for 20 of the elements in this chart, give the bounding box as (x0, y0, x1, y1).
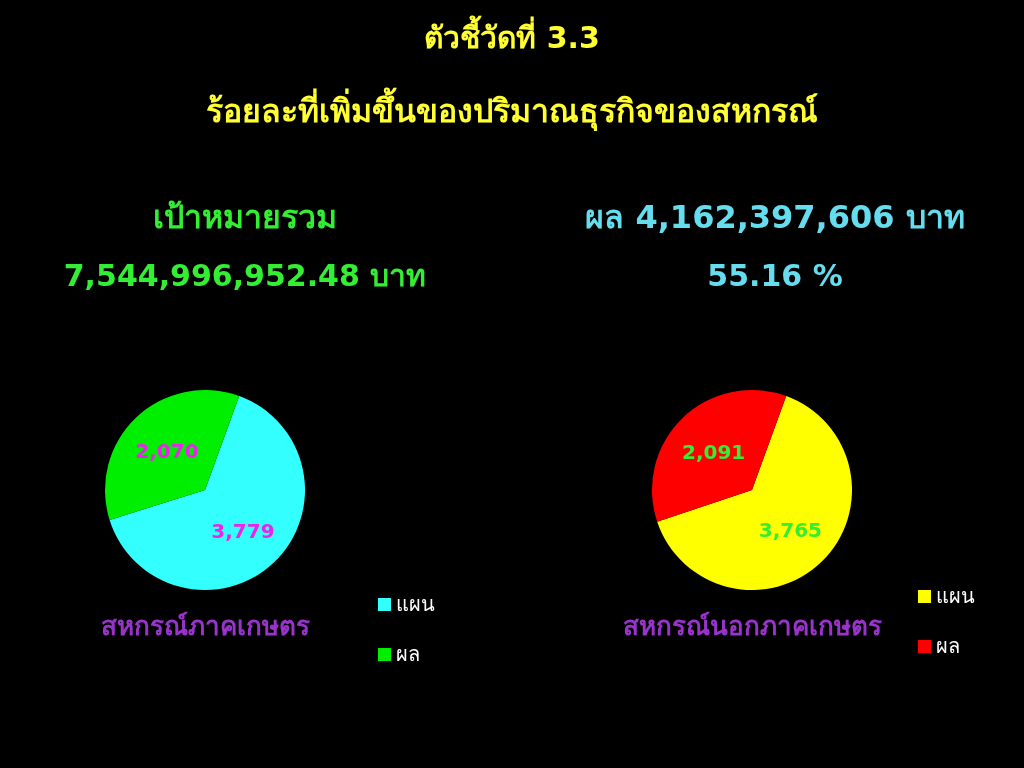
text: ผล 4,162,397,606 บาท (585, 198, 965, 236)
text: สหกรณ์นอกภาคเกษตร (622, 611, 882, 641)
legend-label: ผล (396, 642, 420, 666)
pie-slice (105, 390, 240, 520)
legend-label: แผน (936, 584, 975, 608)
text: ตัวชี้วัดที่ 3.3 (424, 15, 600, 55)
text: สหกรณ์ภาคเกษตร (100, 611, 310, 641)
data-label: 3,765 (758, 518, 823, 543)
data-label: 2,091 (681, 439, 746, 464)
text: 55.16 % (707, 258, 843, 293)
text: 7,544,996,952.48 บาท (63, 258, 427, 293)
text: เป้าหมายรวม (153, 198, 337, 236)
legend-label: ผล (936, 634, 960, 658)
data-label: 3,779 (211, 518, 275, 543)
text: ร้อยละที่เพิ่มขึ้นของปริมาณธุรกิจของสหกรณ์ (206, 87, 818, 132)
pie-slice (652, 390, 787, 522)
legend-label: แผน (396, 592, 435, 616)
pie-slice (109, 396, 305, 590)
data-label: 2,070 (135, 439, 199, 464)
pie-slice (657, 396, 852, 590)
